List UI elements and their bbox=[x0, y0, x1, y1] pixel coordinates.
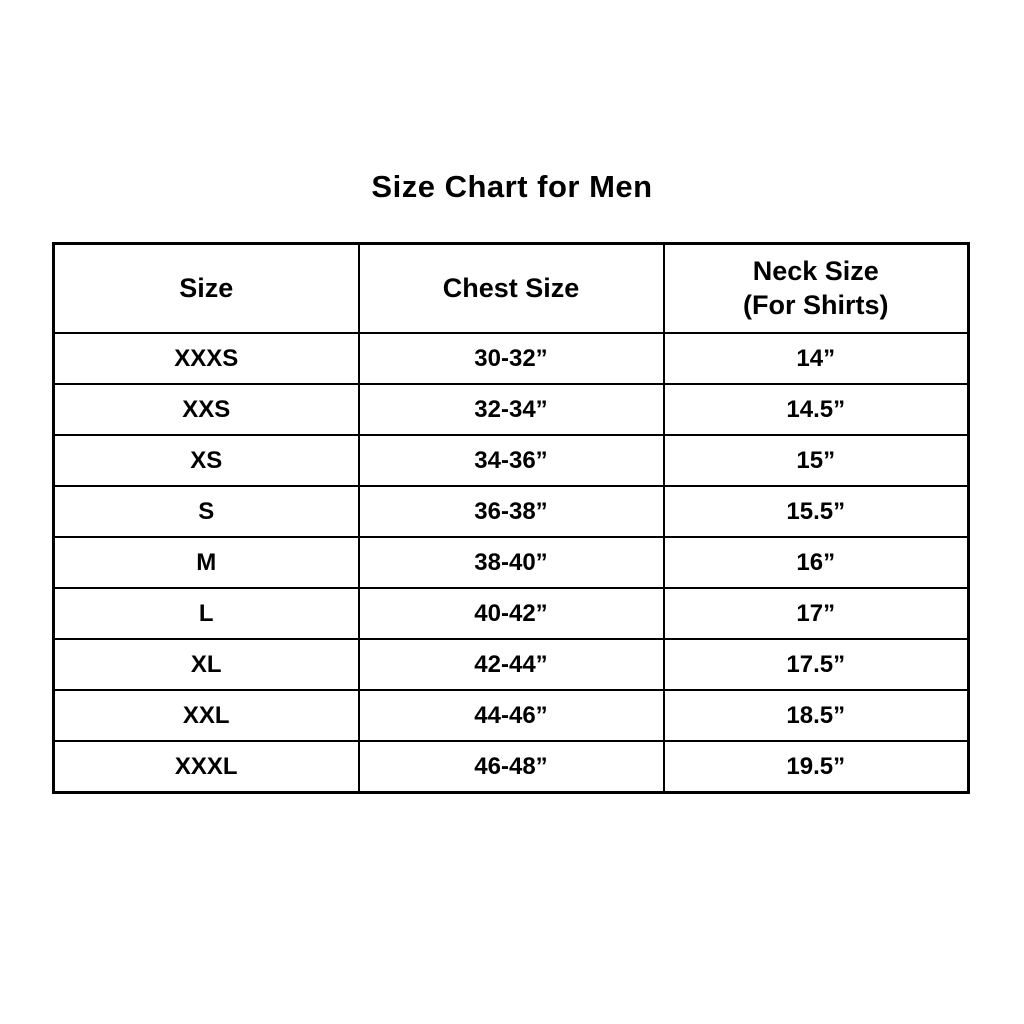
column-header-size: Size bbox=[52, 242, 360, 334]
table-row: L 40-42” 17” bbox=[52, 587, 970, 640]
cell-neck: 17.5” bbox=[662, 638, 970, 691]
cell-chest: 46-48” bbox=[357, 740, 665, 794]
cell-neck: 14” bbox=[662, 332, 970, 385]
cell-size: XXXS bbox=[52, 332, 360, 385]
table-row: XXS 32-34” 14.5” bbox=[52, 383, 970, 436]
cell-neck: 15.5” bbox=[662, 485, 970, 538]
cell-neck: 16” bbox=[662, 536, 970, 589]
cell-size: L bbox=[52, 587, 360, 640]
page-title: Size Chart for Men bbox=[371, 169, 653, 204]
column-header-neck-line1: Neck Size bbox=[752, 255, 879, 286]
table-row: XXXL 46-48” 19.5” bbox=[52, 740, 970, 794]
cell-neck: 15” bbox=[662, 434, 970, 487]
table-header-row: Size Chest Size Neck Size (For Shirts) bbox=[52, 242, 970, 334]
cell-chest: 30-32” bbox=[357, 332, 665, 385]
table-row: XS 34-36” 15” bbox=[52, 434, 970, 487]
cell-chest: 42-44” bbox=[357, 638, 665, 691]
column-header-neck: Neck Size (For Shirts) bbox=[662, 242, 970, 334]
cell-chest: 38-40” bbox=[357, 536, 665, 589]
table-row: XXL 44-46” 18.5” bbox=[52, 689, 970, 742]
cell-size: S bbox=[52, 485, 360, 538]
cell-chest: 34-36” bbox=[357, 434, 665, 487]
cell-neck: 14.5” bbox=[662, 383, 970, 436]
cell-size: XXL bbox=[52, 689, 360, 742]
table-row: S 36-38” 15.5” bbox=[52, 485, 970, 538]
column-header-chest: Chest Size bbox=[357, 242, 665, 334]
size-chart-table: Size Chest Size Neck Size (For Shirts) X… bbox=[52, 242, 970, 794]
cell-neck: 19.5” bbox=[662, 740, 970, 794]
cell-chest: 44-46” bbox=[357, 689, 665, 742]
cell-size: XS bbox=[52, 434, 360, 487]
cell-size: XL bbox=[52, 638, 360, 691]
cell-chest: 40-42” bbox=[357, 587, 665, 640]
table-row: XL 42-44” 17.5” bbox=[52, 638, 970, 691]
cell-size: XXS bbox=[52, 383, 360, 436]
cell-chest: 32-34” bbox=[357, 383, 665, 436]
cell-size: M bbox=[52, 536, 360, 589]
cell-size: XXXL bbox=[52, 740, 360, 794]
cell-neck: 18.5” bbox=[662, 689, 970, 742]
column-header-neck-line2: (For Shirts) bbox=[743, 289, 889, 320]
table-row: XXXS 30-32” 14” bbox=[52, 332, 970, 385]
table-row: M 38-40” 16” bbox=[52, 536, 970, 589]
cell-neck: 17” bbox=[662, 587, 970, 640]
cell-chest: 36-38” bbox=[357, 485, 665, 538]
